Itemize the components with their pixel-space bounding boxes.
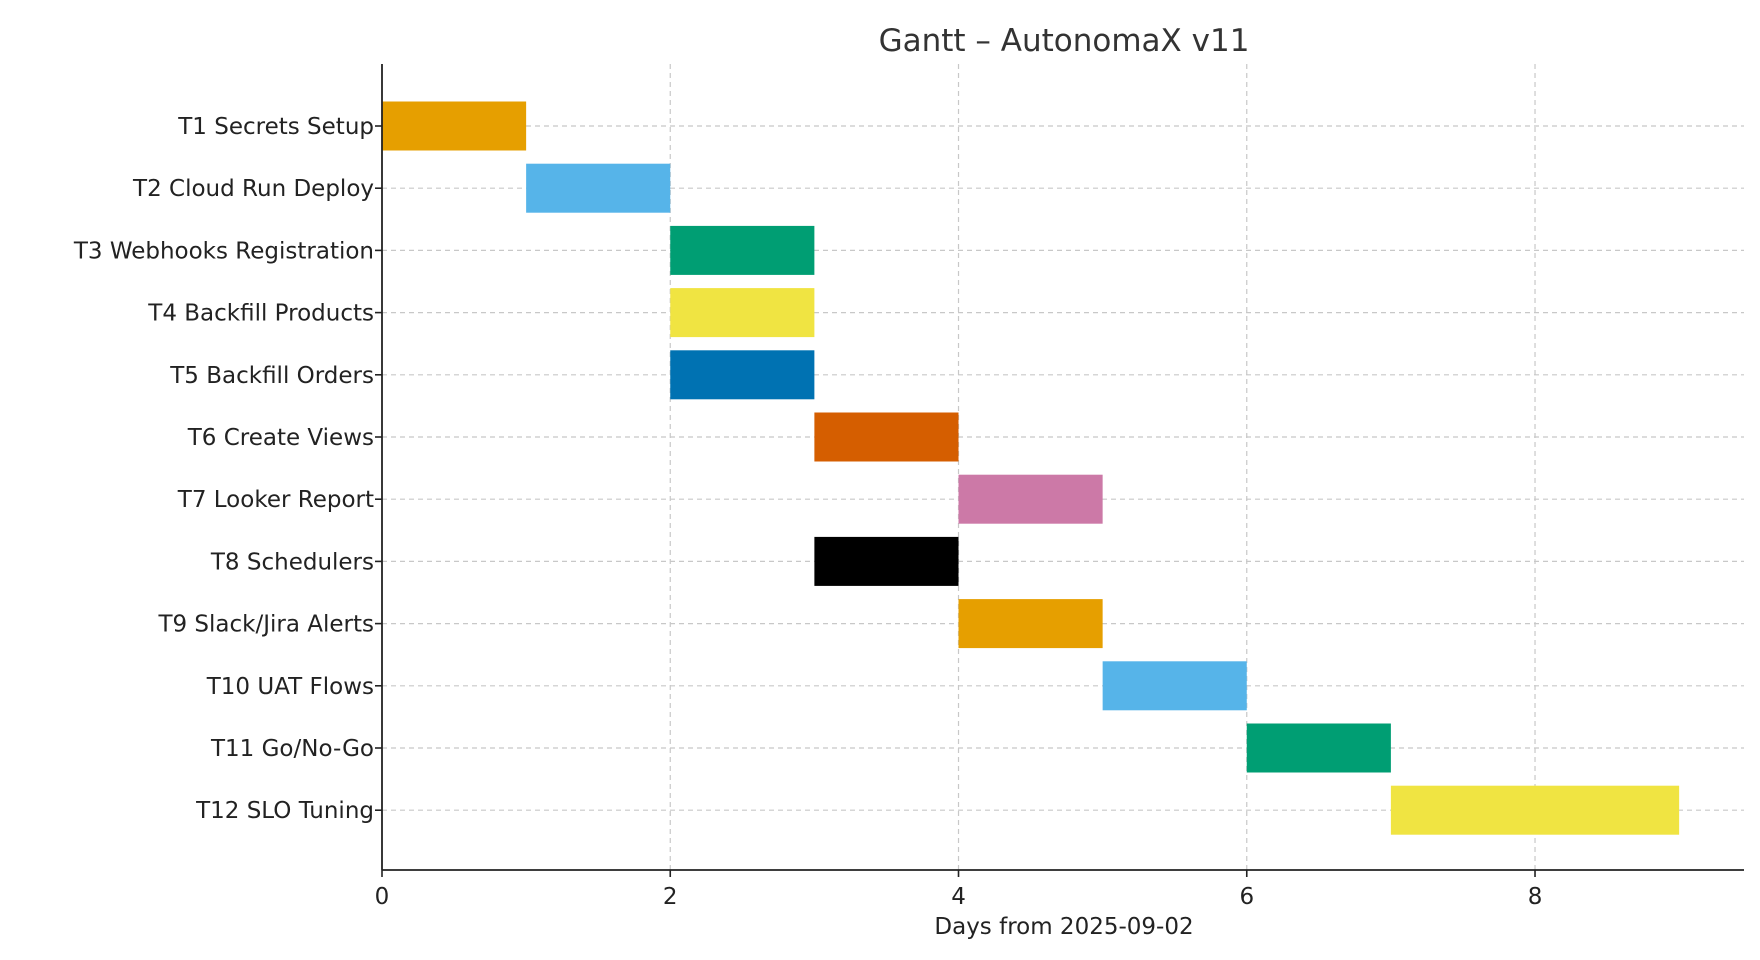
x-tick-label: 6 xyxy=(1239,884,1254,910)
x-tick-label: 8 xyxy=(1528,884,1543,910)
axes xyxy=(381,64,1744,871)
task-label: T10 UAT Flows xyxy=(206,674,374,700)
task-label: T9 Slack/Jira Alerts xyxy=(157,612,374,638)
task-bars xyxy=(382,101,1680,835)
task-label: T7 Looker Report xyxy=(177,487,374,513)
task-bar xyxy=(958,474,1103,524)
y-axis-labels: T1 Secrets Setup T2 Cloud Run Deploy T3 We… xyxy=(73,114,382,824)
task-label: T2 Cloud Run Deploy xyxy=(132,176,374,202)
x-tick-label: 0 xyxy=(375,884,390,910)
task-label: T4 Backfill Products xyxy=(147,301,374,327)
task-label: T5 Backfill Orders xyxy=(169,363,374,389)
x-tick-label: 2 xyxy=(663,884,678,910)
task-label: T12 SLO Tuning xyxy=(195,798,374,824)
x-axis-label: Days from 2025-09-02 xyxy=(934,914,1193,940)
task-bar xyxy=(1390,785,1680,835)
task-bar xyxy=(1246,723,1391,773)
task-bar xyxy=(1102,661,1247,711)
task-label: T8 Schedulers xyxy=(210,549,374,575)
grid xyxy=(381,64,1744,870)
x-axis-ticks: 0 2 4 6 8 xyxy=(375,870,1543,910)
task-bar xyxy=(382,101,527,151)
x-tick-label: 4 xyxy=(951,884,966,910)
task-bar xyxy=(526,163,671,213)
task-bar xyxy=(670,225,815,275)
task-bar xyxy=(670,350,815,400)
task-label: T3 Webhooks Registration xyxy=(73,238,374,264)
task-bar xyxy=(958,599,1103,649)
task-bar xyxy=(814,536,959,586)
task-label: T11 Go/No-Go xyxy=(210,736,374,762)
task-bar xyxy=(670,288,815,338)
task-bar xyxy=(814,412,959,462)
task-label: T1 Secrets Setup xyxy=(177,114,374,140)
task-label: T6 Create Views xyxy=(187,425,374,451)
chart-title: Gantt – AutonomaX v11 xyxy=(879,23,1250,59)
